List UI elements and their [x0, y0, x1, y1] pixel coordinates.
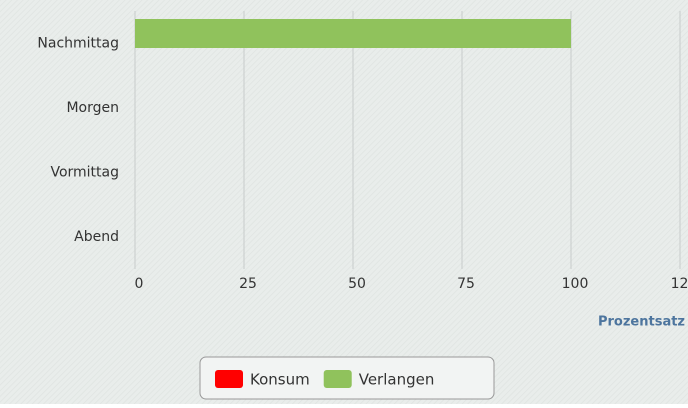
bar	[135, 19, 571, 48]
x-tick-label: 100	[562, 276, 589, 292]
x-tick-label: 25	[239, 276, 257, 292]
x-tick-label: 75	[457, 276, 475, 292]
x-axis-title: Prozentsatz	[598, 315, 685, 330]
y-tick-label: Vormittag	[50, 164, 119, 180]
legend-swatch	[215, 370, 243, 388]
y-tick-label: Morgen	[66, 100, 119, 116]
y-tick-label: Nachmittag	[37, 35, 119, 51]
legend-label: Verlangen	[359, 371, 435, 389]
y-tick-label: Abend	[74, 229, 119, 245]
legend-label: Konsum	[250, 371, 310, 389]
x-tick-label: 0	[135, 276, 144, 292]
legend-swatch	[323, 370, 352, 388]
x-tick-label: 50	[348, 276, 366, 292]
x-tick-label: 125	[671, 276, 688, 292]
